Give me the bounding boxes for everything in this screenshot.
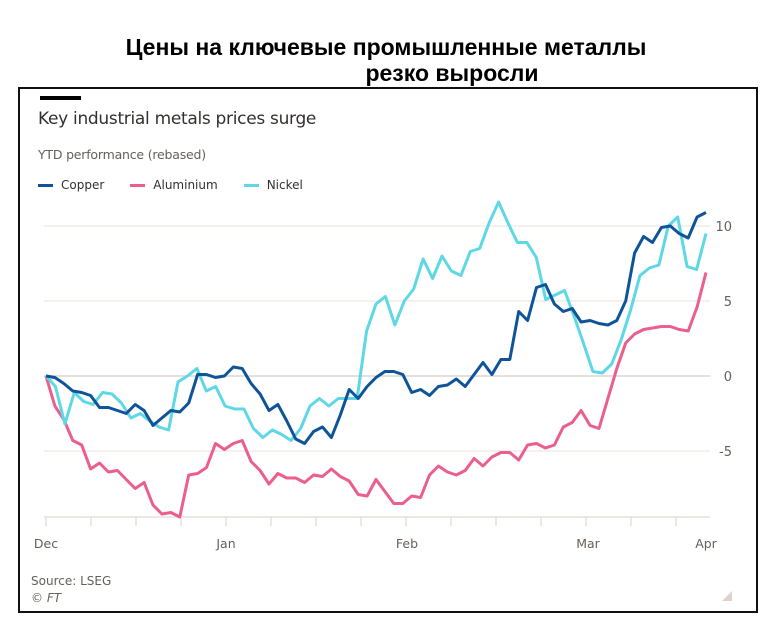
x-tick-label: Jan <box>215 536 235 551</box>
legend-item-copper: Copper <box>38 178 104 192</box>
legend-label: Aluminium <box>153 178 218 192</box>
x-tick-label: Dec <box>34 536 58 551</box>
legend-label: Nickel <box>266 178 303 192</box>
resize-corner-icon <box>722 591 732 601</box>
ft-accent-bar <box>40 96 81 100</box>
copyright: © FT <box>31 591 62 605</box>
headline-line-1: Цены на ключевые промышленные металлы <box>125 34 647 60</box>
chart-frame: Key industrial metals prices surge YTD p… <box>18 87 758 613</box>
source-note: Source: LSEG <box>31 574 112 588</box>
headline-line-2: резко выросли <box>365 60 539 86</box>
x-tick-label: Apr <box>695 536 717 551</box>
legend-label: Copper <box>61 178 105 192</box>
series-line-nickel <box>44 200 708 442</box>
chart-subtitle: YTD performance (rebased) <box>38 147 206 162</box>
y-tick-label: 5 <box>724 295 732 310</box>
series-line-copper <box>45 211 707 445</box>
legend-item-aluminium: Aluminium <box>130 178 218 192</box>
legend-item-nickel: Nickel <box>243 178 303 192</box>
x-tick-label: Feb <box>396 536 418 551</box>
legend-swatch <box>38 183 53 187</box>
legend-swatch <box>243 183 259 187</box>
legend: Copper Aluminium Nickel <box>38 178 329 192</box>
y-tick-label: 10 <box>715 220 732 235</box>
plot-area: 10 5 0 -5 Dec Jan Feb Mar Apr <box>34 200 732 551</box>
chart-title: Key industrial metals prices surge <box>38 109 317 129</box>
legend-swatch <box>130 183 146 187</box>
x-tick-label: Mar <box>576 536 600 551</box>
y-tick-label: 0 <box>724 370 732 385</box>
y-tick-label: -5 <box>719 445 732 460</box>
series-line-aluminium <box>44 272 708 519</box>
